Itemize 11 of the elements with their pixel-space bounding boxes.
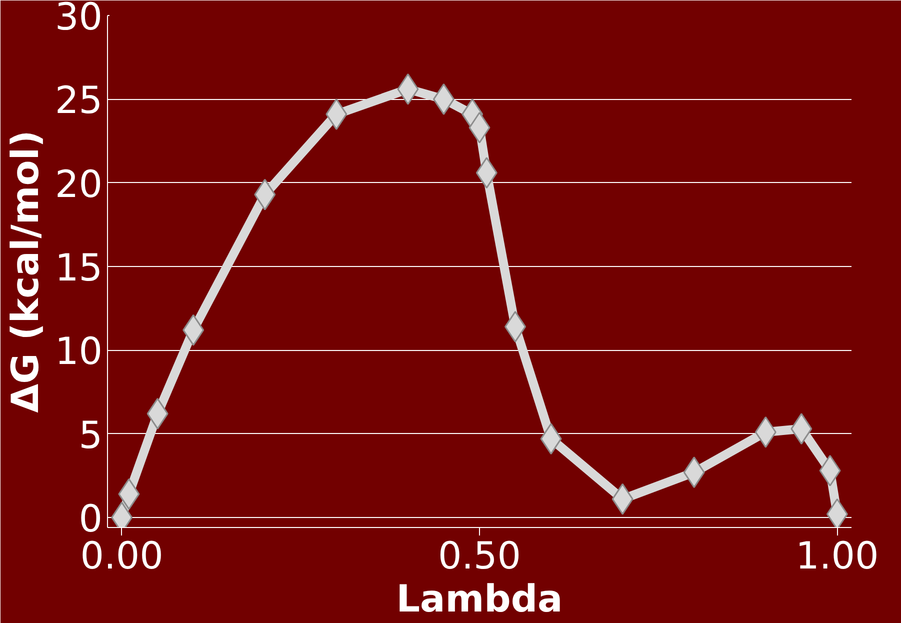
x-axis-title: Lambda <box>396 576 563 620</box>
x-tick-label: 0.50 <box>438 534 522 578</box>
y-tick-label: 5 <box>78 412 102 457</box>
y-tick-label: 30 <box>55 0 102 38</box>
x-tick-label: 1.00 <box>796 534 879 578</box>
point <box>826 498 848 528</box>
y-axis-title: ΔG (kcal/mol) <box>3 130 47 413</box>
y-tick-label: 25 <box>55 78 102 122</box>
y-tick-label: 20 <box>55 162 102 206</box>
y-tick-label: 10 <box>55 329 102 374</box>
y-tick-label: 15 <box>55 245 102 290</box>
